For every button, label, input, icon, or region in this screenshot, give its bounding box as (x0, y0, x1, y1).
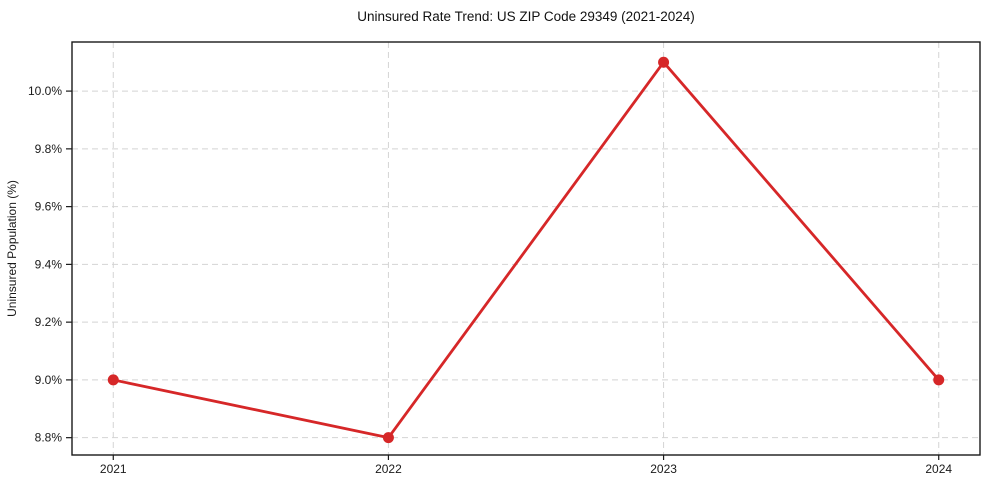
plot-area: 2021 2022 2023 2024 8.8% 9.0% 9.2% 9.4% 9.6% 9.8%… (28, 41, 981, 476)
x-tick-label: 2022 (375, 462, 402, 476)
x-tick-label: 2023 (650, 462, 677, 476)
y-tick-label: 9.6% (35, 200, 63, 214)
y-tick-label: 9.0% (35, 373, 63, 387)
y-axis-label: Uninsured Population (%) (5, 180, 19, 317)
y-tick-label: 8.8% (35, 431, 63, 445)
x-tick-label: 2024 (925, 462, 952, 476)
data-point-marker (658, 56, 670, 68)
y-tick-label: 9.8% (35, 142, 63, 156)
data-point-marker (107, 374, 119, 386)
x-tick-label: 2021 (100, 462, 127, 476)
chart-title: Uninsured Rate Trend: US ZIP Code 29349 … (357, 9, 694, 24)
y-tick-label: 9.2% (35, 315, 63, 329)
data-point-marker (933, 374, 945, 386)
trend-line (111, 60, 941, 440)
y-tick-label: 9.4% (35, 257, 63, 271)
data-point-marker (382, 432, 394, 444)
y-tick-label: 10.0% (28, 84, 62, 98)
plot-border (71, 41, 981, 456)
